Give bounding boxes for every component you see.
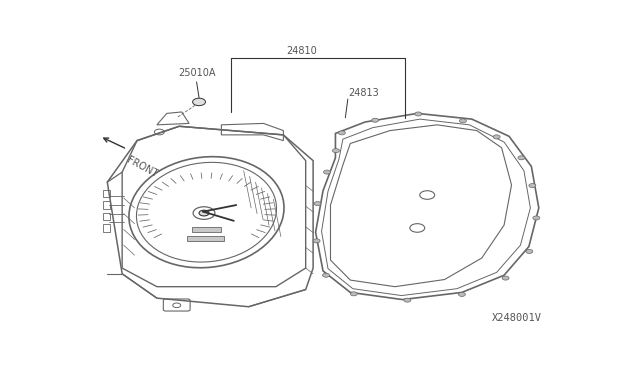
- Circle shape: [404, 298, 411, 302]
- Bar: [191, 227, 221, 232]
- Circle shape: [458, 292, 465, 296]
- Text: X248001V: X248001V: [492, 313, 541, 323]
- Circle shape: [493, 135, 500, 139]
- Text: FRONT: FRONT: [125, 155, 159, 179]
- Text: 25010A: 25010A: [178, 68, 215, 78]
- Circle shape: [199, 210, 209, 216]
- Circle shape: [314, 202, 321, 206]
- Circle shape: [526, 250, 533, 253]
- Bar: [187, 236, 224, 241]
- Bar: [103, 213, 110, 220]
- Circle shape: [193, 98, 205, 106]
- Circle shape: [323, 273, 330, 277]
- Circle shape: [415, 112, 422, 116]
- Circle shape: [372, 118, 379, 122]
- Circle shape: [460, 119, 467, 123]
- Text: 24810: 24810: [286, 46, 317, 56]
- Circle shape: [339, 131, 346, 135]
- Circle shape: [332, 149, 339, 153]
- Circle shape: [313, 239, 320, 243]
- Circle shape: [518, 156, 525, 160]
- Text: 24813: 24813: [348, 88, 379, 97]
- Bar: [103, 190, 110, 197]
- Circle shape: [324, 170, 330, 174]
- Circle shape: [502, 276, 509, 280]
- Circle shape: [529, 183, 536, 187]
- Circle shape: [533, 216, 540, 220]
- Bar: [103, 224, 110, 232]
- Circle shape: [350, 292, 357, 296]
- Bar: [103, 201, 110, 209]
